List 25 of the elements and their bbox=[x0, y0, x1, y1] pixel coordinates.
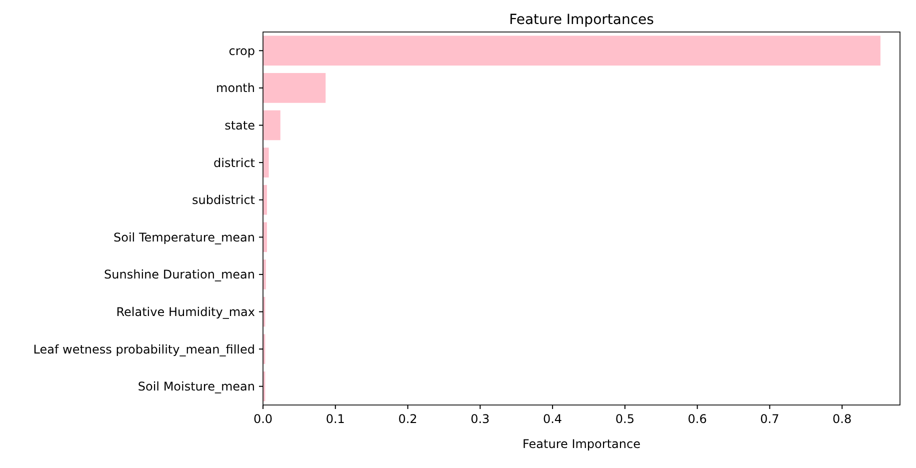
x-tick-label: 0.1 bbox=[326, 412, 345, 426]
y-tick-label: Relative Humidity_max bbox=[116, 304, 255, 319]
y-tick-label: district bbox=[214, 156, 256, 170]
bar bbox=[263, 110, 280, 140]
bar bbox=[263, 148, 269, 178]
y-tick-label: Leaf wetness probability_mean_filled bbox=[33, 342, 255, 356]
y-tick-label: Soil Moisture_mean bbox=[138, 380, 255, 394]
y-tick-label: Soil Temperature_mean bbox=[114, 230, 255, 244]
x-tick-label: 0.2 bbox=[398, 412, 418, 426]
y-tick-label: Sunshine Duration_mean bbox=[104, 268, 255, 282]
x-tick-label: 0.5 bbox=[615, 412, 634, 426]
x-axis-title: Feature Importance bbox=[522, 437, 640, 451]
x-tick-label: 0.7 bbox=[760, 412, 780, 426]
x-tick-label: 0.0 bbox=[253, 412, 273, 426]
y-tick-label: state bbox=[224, 118, 255, 132]
x-tick-label: 0.8 bbox=[832, 412, 852, 426]
y-tick-label: month bbox=[216, 81, 255, 96]
x-tick-label: 0.3 bbox=[470, 412, 490, 426]
x-tick-label: 0.4 bbox=[543, 412, 562, 426]
y-tick-label: crop bbox=[228, 44, 255, 58]
chart-title: Feature Importances bbox=[509, 12, 654, 28]
bar bbox=[263, 73, 326, 103]
x-tick-label: 0.6 bbox=[688, 412, 707, 426]
y-tick-label: subdistrict bbox=[192, 193, 256, 208]
bar bbox=[263, 36, 880, 66]
